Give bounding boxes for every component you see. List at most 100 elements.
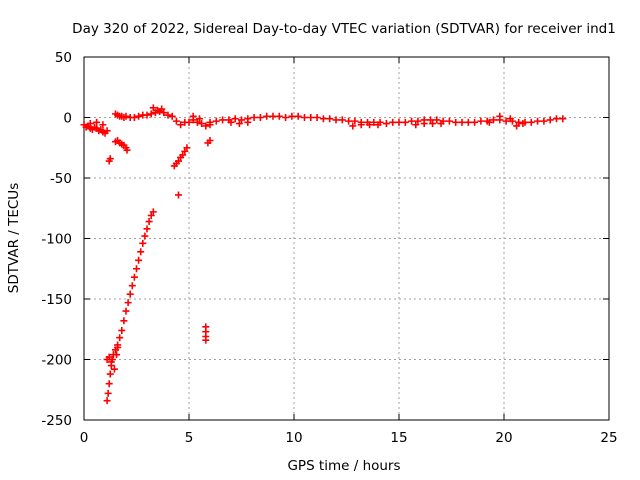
data-point: [414, 117, 422, 125]
data-point: [540, 117, 548, 125]
data-point: [485, 118, 493, 126]
data-point: [154, 106, 161, 114]
data-point: [288, 112, 296, 120]
data-point: [110, 365, 118, 373]
data-point: [458, 118, 466, 126]
y-axis-ticks: 50 0 -50 -100 -150 -200 -250: [41, 50, 609, 429]
data-point: [313, 114, 321, 121]
data-point: [263, 112, 271, 120]
data-point: [351, 117, 359, 125]
data-point: [408, 117, 416, 125]
data-point: [143, 225, 151, 233]
data-point: [553, 115, 560, 123]
data-point: [137, 248, 145, 256]
x-tick-label: 20: [495, 430, 512, 446]
x-tick-label: 5: [185, 430, 194, 446]
x-axis-ticks: 0 5 10 15 20 25: [80, 57, 618, 446]
data-point: [202, 336, 210, 344]
data-point: [175, 157, 182, 165]
data-point: [104, 389, 112, 397]
data-point: [158, 105, 166, 113]
data-point: [374, 121, 382, 129]
data-point: [546, 116, 554, 124]
data-point: [113, 351, 121, 359]
data-point: [382, 120, 390, 128]
data-point: [244, 118, 252, 126]
data-point: [332, 116, 340, 124]
data-point: [256, 114, 264, 121]
data-point: [238, 116, 245, 124]
data-point: [275, 112, 283, 120]
data-point: [198, 120, 206, 128]
data-point: [130, 273, 138, 281]
data-point: [395, 118, 403, 126]
data-point: [437, 120, 445, 128]
data-point: [172, 117, 180, 125]
data-point: [160, 109, 168, 117]
data-point: [357, 121, 365, 129]
data-point: [559, 115, 567, 123]
data-point: [122, 307, 130, 315]
data-point: [103, 397, 111, 405]
data-point: [141, 232, 149, 240]
data-point: [301, 114, 308, 121]
data-point: [349, 122, 357, 130]
data-point: [193, 118, 201, 126]
data-point: [118, 326, 126, 334]
data-point: [445, 117, 453, 125]
data-point: [179, 151, 187, 159]
data-point: [124, 299, 132, 307]
data-point: [147, 110, 155, 118]
data-point: [269, 112, 277, 120]
grid: [84, 57, 609, 420]
data-point: [107, 358, 115, 366]
data-point: [93, 118, 101, 126]
y-tick-label: 50: [55, 50, 72, 66]
data-point: [130, 114, 138, 121]
data-point: [168, 112, 176, 120]
data-point: [433, 116, 441, 124]
data-point: [106, 370, 114, 378]
data-point: [319, 115, 327, 123]
data-point: [412, 121, 420, 129]
data-point: [175, 191, 182, 199]
data-point: [206, 136, 214, 144]
y-tick-label: -250: [41, 413, 72, 429]
x-tick-label: 10: [285, 430, 302, 446]
data-point: [123, 146, 131, 154]
data-point: [196, 115, 203, 123]
data-point: [219, 116, 227, 124]
data-point: [135, 112, 143, 120]
data-point: [103, 127, 111, 135]
data-point: [235, 120, 243, 128]
data-point: [282, 114, 290, 121]
y-tick-label: 0: [63, 111, 72, 127]
y-tick-label: -50: [50, 171, 72, 187]
data-point: [490, 116, 497, 124]
data-point: [128, 282, 136, 290]
data-point: [133, 265, 140, 273]
x-tick-label: 25: [600, 430, 617, 446]
data-point: [116, 334, 124, 342]
data-point: [105, 380, 113, 388]
data-point: [126, 290, 134, 298]
data-point: [105, 353, 113, 361]
data-point: [250, 114, 258, 121]
data-point: [464, 118, 472, 126]
data-point: [164, 111, 172, 119]
chart-title: Day 320 of 2022, Sidereal Day-to-day VTE…: [72, 21, 616, 37]
y-tick-label: -200: [41, 353, 72, 369]
data-point: [122, 112, 130, 120]
data-points: [80, 104, 567, 405]
data-point: [202, 122, 210, 130]
data-point: [139, 239, 147, 247]
data-point: [212, 117, 220, 125]
data-point: [506, 115, 514, 123]
data-point: [496, 112, 504, 120]
data-point: [370, 118, 378, 126]
data-point: [181, 147, 189, 155]
data-point: [145, 218, 153, 226]
data-point: [120, 317, 128, 325]
x-tick-label: 15: [390, 430, 407, 446]
